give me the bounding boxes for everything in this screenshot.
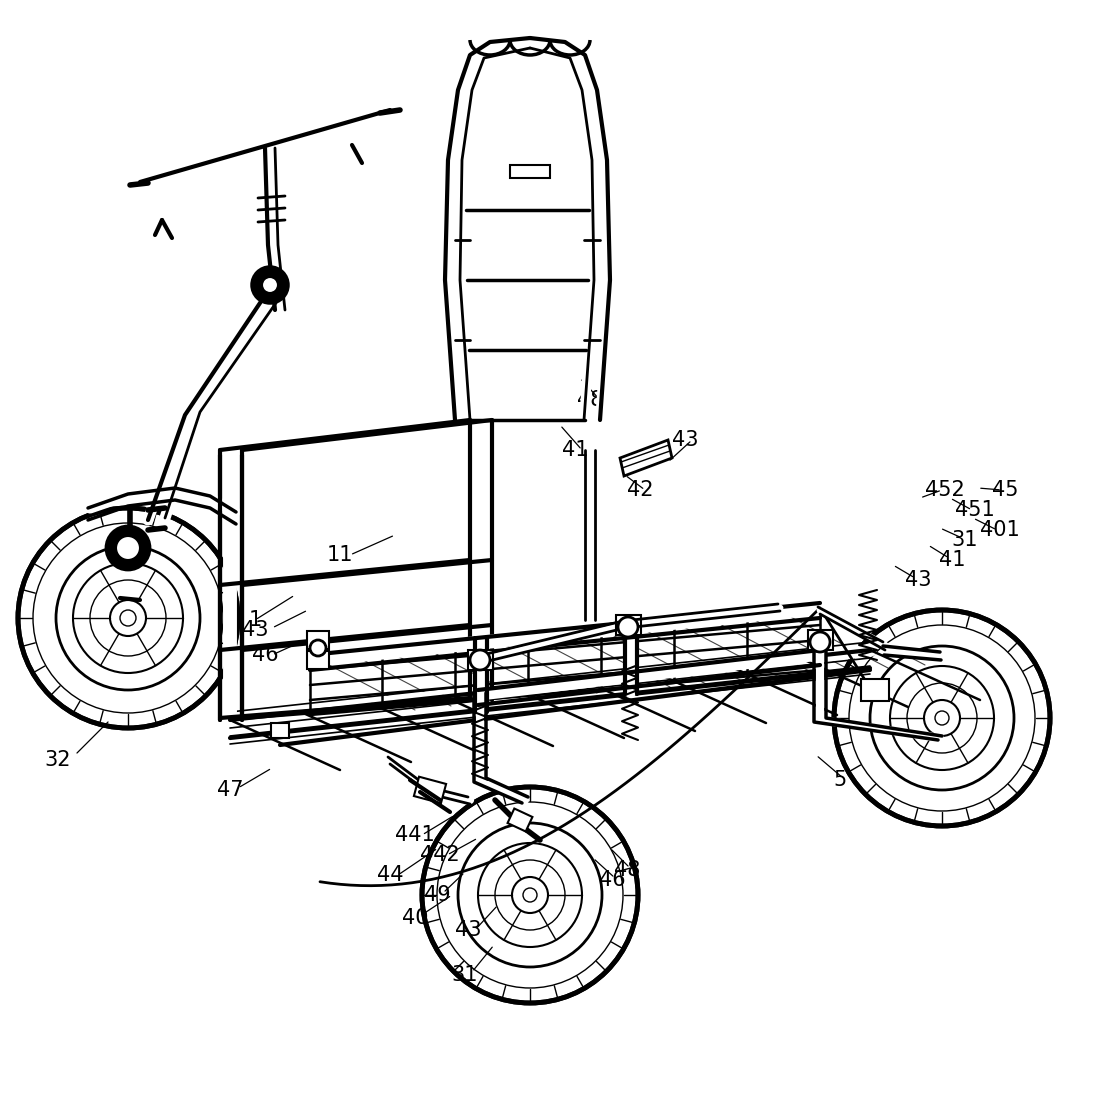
- Circle shape: [252, 267, 288, 303]
- Text: 31: 31: [451, 965, 478, 985]
- Text: 31: 31: [952, 530, 978, 550]
- Text: 42: 42: [627, 480, 653, 500]
- Text: 442: 442: [420, 845, 460, 866]
- Text: 47: 47: [217, 780, 244, 800]
- Text: 43: 43: [455, 920, 481, 940]
- Circle shape: [116, 536, 140, 559]
- Circle shape: [618, 617, 638, 637]
- Circle shape: [106, 525, 150, 570]
- Circle shape: [422, 787, 638, 1003]
- Polygon shape: [620, 440, 672, 476]
- Polygon shape: [808, 630, 832, 651]
- Circle shape: [834, 610, 1050, 826]
- Text: 1: 1: [248, 610, 261, 630]
- Text: 43: 43: [241, 620, 268, 640]
- Text: 5: 5: [833, 770, 847, 790]
- Text: 43: 43: [905, 570, 932, 590]
- Text: 11: 11: [327, 545, 353, 565]
- Text: 451: 451: [955, 500, 995, 520]
- Text: 41: 41: [562, 440, 589, 460]
- Text: 46: 46: [599, 870, 626, 890]
- Polygon shape: [510, 165, 550, 178]
- Polygon shape: [861, 679, 889, 701]
- Text: 32: 32: [45, 750, 71, 770]
- Polygon shape: [507, 808, 533, 832]
- Text: 48: 48: [614, 860, 640, 880]
- Circle shape: [810, 632, 830, 652]
- Text: 401: 401: [980, 520, 1020, 540]
- Text: 40: 40: [402, 908, 428, 928]
- Circle shape: [18, 508, 238, 728]
- Polygon shape: [615, 615, 640, 635]
- Text: 452: 452: [925, 480, 965, 500]
- Circle shape: [262, 278, 278, 293]
- Text: 441: 441: [395, 825, 435, 845]
- Circle shape: [470, 651, 490, 670]
- Text: 44: 44: [376, 866, 403, 885]
- Text: 43: 43: [671, 430, 698, 450]
- Text: 45: 45: [992, 480, 1019, 500]
- Text: 41: 41: [938, 550, 965, 570]
- Text: 49: 49: [423, 885, 450, 905]
- Polygon shape: [414, 777, 446, 803]
- Polygon shape: [307, 631, 330, 649]
- Polygon shape: [271, 723, 289, 737]
- Polygon shape: [468, 651, 493, 670]
- Polygon shape: [307, 651, 330, 669]
- Text: 46: 46: [251, 645, 278, 665]
- Text: 48: 48: [576, 391, 603, 410]
- Circle shape: [311, 640, 326, 656]
